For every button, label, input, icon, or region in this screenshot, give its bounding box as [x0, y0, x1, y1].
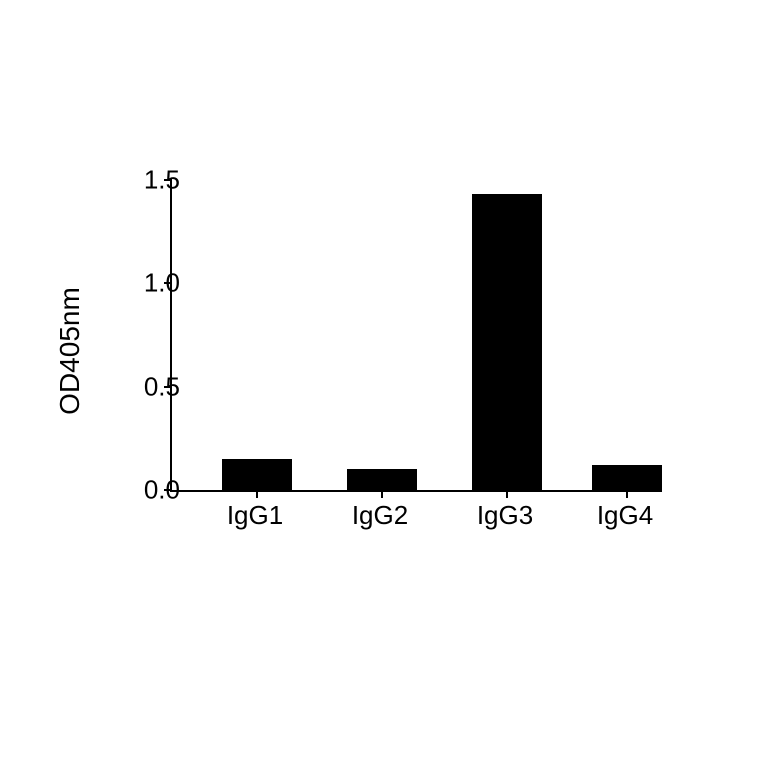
bar: [222, 459, 292, 490]
x-tick-label: IgG1: [227, 500, 283, 531]
x-tick-label: IgG4: [597, 500, 653, 531]
x-tick-label: IgG2: [352, 500, 408, 531]
x-tick-label: IgG3: [477, 500, 533, 531]
y-tick-label: 0.5: [144, 371, 180, 402]
bar: [347, 469, 417, 490]
y-tick-label: 1.5: [144, 165, 180, 196]
x-tick: [626, 490, 628, 498]
y-tick-label: 1.0: [144, 268, 180, 299]
plot-area: [170, 180, 662, 492]
bar: [472, 194, 542, 490]
x-tick: [506, 490, 508, 498]
bar: [592, 465, 662, 490]
x-tick: [256, 490, 258, 498]
y-axis-title: OD405nm: [54, 287, 86, 415]
x-tick: [381, 490, 383, 498]
bar-chart: OD405nm 0.00.51.01.5IgG1IgG2IgG3IgG4: [80, 160, 680, 600]
y-tick-label: 0.0: [144, 475, 180, 506]
